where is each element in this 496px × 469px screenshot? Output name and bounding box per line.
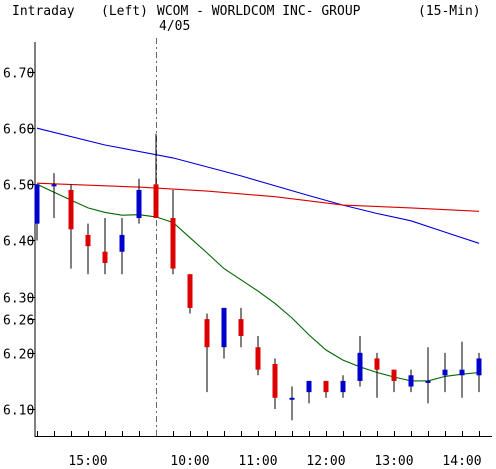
x-axis: 15:00 10:00 11:00 12:00 13:00 14:00 bbox=[37, 431, 482, 469]
candle-body bbox=[51, 184, 57, 187]
scale-label: (Left) bbox=[101, 4, 148, 19]
candle-body bbox=[408, 375, 414, 387]
chart-title: WCOM - WORLDCOM INC- GROUP bbox=[157, 4, 361, 19]
y-tick-label: 6.50 bbox=[3, 179, 34, 194]
candle-body bbox=[34, 184, 40, 224]
candle bbox=[340, 375, 346, 398]
candle-body bbox=[68, 189, 74, 230]
candle-body bbox=[272, 364, 278, 398]
candle bbox=[391, 369, 397, 393]
moving-average-line-3 bbox=[36, 183, 480, 382]
candle-body bbox=[425, 380, 431, 383]
candle-body bbox=[391, 369, 397, 381]
candle-body bbox=[170, 218, 176, 269]
candle bbox=[136, 178, 142, 224]
candle-body bbox=[153, 184, 159, 219]
moving-average-line-1 bbox=[36, 127, 480, 244]
interval-label: (15-Min) bbox=[418, 4, 481, 19]
y-tick-label: 6.30 bbox=[3, 292, 34, 307]
candle-body bbox=[306, 380, 312, 393]
candle bbox=[34, 184, 40, 241]
intraday-label: Intraday bbox=[12, 4, 75, 19]
candle bbox=[476, 352, 482, 393]
candle-body bbox=[357, 352, 363, 381]
candles bbox=[34, 133, 482, 421]
candle bbox=[408, 369, 414, 393]
candle bbox=[221, 307, 227, 359]
candle-body bbox=[459, 369, 465, 376]
candle bbox=[51, 173, 57, 219]
y-axis: 6.70 6.60 6.50 6.40 6.30 6.26 6.20 6.10 bbox=[3, 67, 35, 419]
candle-body bbox=[221, 307, 227, 348]
x-tick-label: 14:00 bbox=[442, 454, 481, 469]
candle-body bbox=[204, 319, 210, 348]
y-tick-label: 6.26 bbox=[3, 314, 34, 329]
candle-body bbox=[374, 358, 380, 370]
candle-body bbox=[255, 347, 261, 370]
candle bbox=[238, 307, 244, 348]
candle bbox=[119, 218, 125, 275]
x-tick-label: 11:00 bbox=[238, 454, 277, 469]
candle bbox=[85, 223, 91, 275]
candle bbox=[289, 386, 295, 421]
candle bbox=[68, 184, 74, 269]
candle bbox=[204, 313, 210, 393]
moving-average-line-2 bbox=[36, 182, 480, 212]
candle bbox=[170, 189, 176, 275]
candle bbox=[374, 352, 380, 398]
candle bbox=[323, 380, 329, 398]
candle bbox=[425, 347, 431, 404]
y-tick-label: 6.40 bbox=[3, 235, 34, 250]
candle-body bbox=[289, 397, 295, 400]
candle-body bbox=[102, 251, 108, 263]
candle-body bbox=[119, 234, 125, 252]
candle bbox=[255, 335, 261, 376]
x-tick-label: 10:00 bbox=[170, 454, 209, 469]
candle bbox=[272, 358, 278, 409]
y-tick-label: 6.70 bbox=[3, 67, 34, 82]
candle bbox=[153, 133, 159, 219]
candle-body bbox=[476, 358, 482, 376]
x-tick-label: 12:00 bbox=[306, 454, 345, 469]
y-tick-label: 6.10 bbox=[3, 404, 34, 419]
candle bbox=[306, 380, 312, 404]
candle bbox=[442, 352, 448, 393]
candle-body bbox=[442, 369, 448, 376]
candle-body bbox=[238, 319, 244, 336]
x-tick-label: 15:00 bbox=[68, 454, 107, 469]
candle-body bbox=[187, 274, 193, 308]
candle-body bbox=[85, 234, 91, 247]
candle bbox=[187, 274, 193, 314]
candle bbox=[102, 218, 108, 275]
candle-body bbox=[340, 380, 346, 393]
x-tick-label: 13:00 bbox=[374, 454, 413, 469]
y-tick-label: 6.60 bbox=[3, 123, 34, 138]
y-tick-label: 6.20 bbox=[3, 348, 34, 363]
candle-body bbox=[323, 380, 329, 393]
date-marker-label: 4/05 bbox=[159, 19, 191, 34]
candle bbox=[459, 341, 465, 398]
candle-body bbox=[136, 189, 142, 219]
candle bbox=[357, 335, 363, 387]
